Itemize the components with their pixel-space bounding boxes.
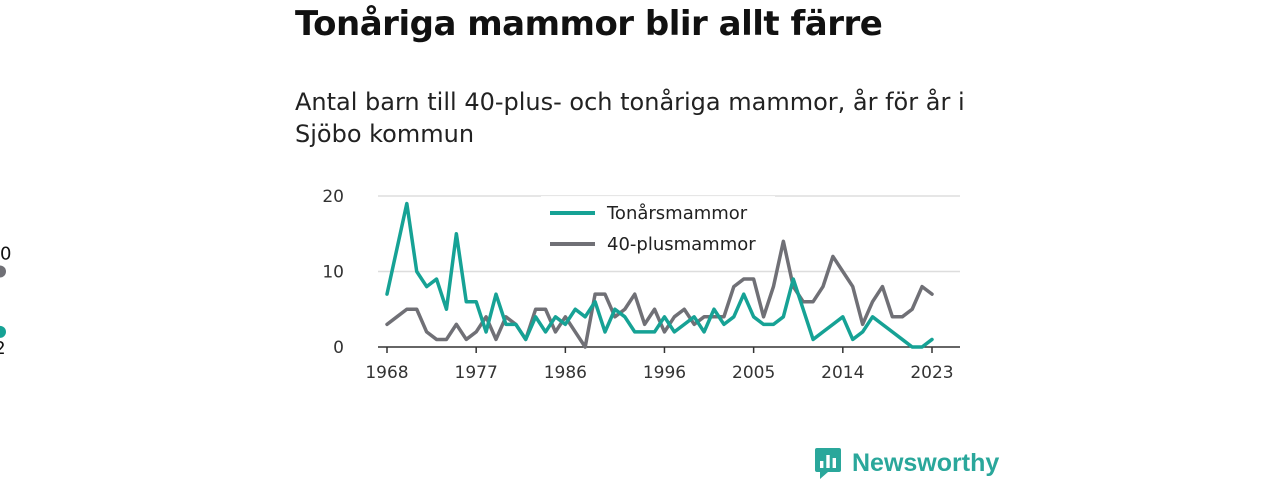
- chart-subtitle: Antal barn till 40-plus- och tonåriga ma…: [295, 88, 965, 148]
- end-point-40-plusmammor: [0, 265, 6, 278]
- series-line-40-plusmammor: [385, 239, 934, 349]
- legend-box: [541, 196, 775, 265]
- bar-chart-logo-icon: [815, 448, 841, 479]
- end-points: 2 10: [0, 244, 11, 359]
- legend-label: 40-plusmammor: [607, 234, 756, 255]
- y-axis-labels: 0 10 20: [322, 187, 344, 358]
- legend-label: Tonårsmammor: [606, 203, 748, 224]
- x-tick-label: 2023: [910, 363, 953, 383]
- x-tick-label: 1996: [643, 363, 686, 383]
- x-tick-label: 2014: [821, 363, 864, 383]
- x-tick-label: 2005: [732, 363, 775, 383]
- y-tick-label: 10: [322, 263, 344, 283]
- end-point-tonarsmammor: [0, 325, 6, 338]
- series-lines: [385, 201, 934, 349]
- chart-title: Tonåriga mammor blir allt färre: [295, 4, 883, 44]
- newsworthy-logo[interactable]: Newsworthy: [814, 446, 999, 480]
- x-tick-label: 1968: [365, 363, 408, 383]
- x-tick-label: 1986: [544, 363, 587, 383]
- end-label: 2: [0, 338, 6, 359]
- series-line-tonarsmammor: [385, 201, 934, 349]
- end-label: 10: [0, 244, 11, 265]
- y-tick-label: 20: [322, 187, 344, 207]
- x-tick-label: 1977: [455, 363, 498, 383]
- legend: Tonårsmammor 40-plusmammor: [541, 196, 775, 265]
- x-axis: 1968 1977 1986 1996 2005 2014 2023: [365, 346, 960, 383]
- logo-text: Newsworthy: [852, 448, 1000, 477]
- y-tick-label: 0: [333, 338, 344, 358]
